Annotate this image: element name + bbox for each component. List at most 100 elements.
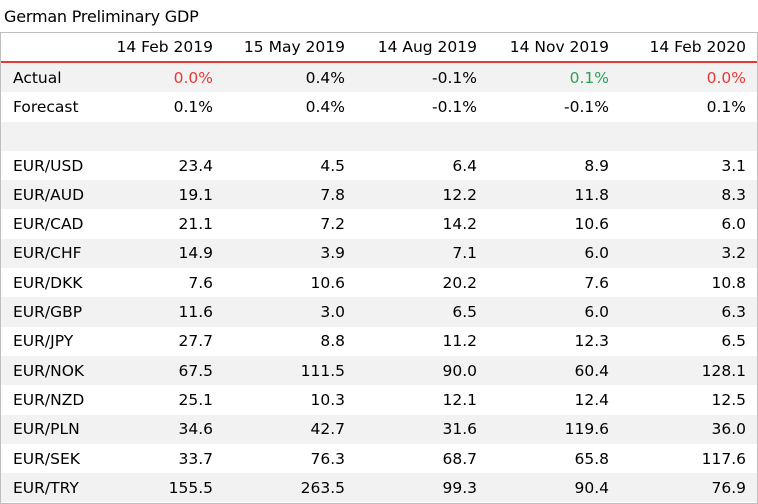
cell-value: 31.6: [356, 414, 488, 444]
cell-value: 76.9: [620, 473, 757, 503]
table-row: Actual 0.0% 0.4% -0.1% 0.1% 0.0%: [1, 62, 757, 93]
row-label: EUR/CHF: [1, 238, 93, 269]
row-label: EUR/JPY: [13, 332, 74, 351]
row-label: EUR/PLN: [1, 414, 93, 444]
row-label: EUR/USD: [13, 156, 84, 175]
cell-value: [620, 121, 757, 151]
cell-value: 90.4: [488, 473, 620, 503]
table-row: EUR/AUD 19.1 7.8 12.2 11.8 8.3: [1, 180, 757, 210]
column-header: 14 Feb 2019: [93, 33, 224, 63]
cell-value: 60.4: [488, 355, 620, 386]
cell-value: 3.2: [620, 238, 757, 269]
cell-value: 67.5: [93, 355, 224, 386]
table-row: EUR/GBP 11.6 3.0 6.5 6.0 6.3: [1, 297, 757, 327]
row-label: EUR/SEK: [13, 449, 80, 468]
cell-value: 0.4%: [305, 97, 345, 116]
cell-value: 0.1%: [488, 62, 620, 93]
cell-value: 0.0%: [93, 62, 224, 93]
gdp-table: 14 Feb 2019 15 May 2019 14 Aug 2019 14 N…: [1, 33, 757, 503]
cell-value: 42.7: [224, 414, 356, 444]
cell-value: 3.1: [721, 156, 746, 175]
row-label: EUR/DKK: [13, 273, 83, 292]
cell-value: 8.3: [620, 180, 757, 210]
row-label: EUR/GBP: [1, 297, 93, 327]
table-row: EUR/TRY 155.5 263.5 99.3 90.4 76.9: [1, 473, 757, 503]
cell-value: 12.3: [574, 332, 609, 351]
column-header: 14 Aug 2019: [356, 33, 488, 63]
cell-value: -0.1%: [356, 62, 488, 93]
cell-value: 11.6: [93, 297, 224, 327]
cell-value: 34.6: [93, 414, 224, 444]
cell-value: 4.5: [320, 156, 345, 175]
row-label: Forecast: [13, 97, 79, 116]
cell-value: 3.9: [224, 238, 356, 269]
cell-value: 6.5: [721, 332, 746, 351]
cell-value: 12.2: [356, 180, 488, 210]
cell-value: 8.9: [584, 156, 609, 175]
cell-value: 7.8: [224, 180, 356, 210]
cell-value: [224, 121, 356, 151]
cell-value: 6.3: [620, 297, 757, 327]
cell-value: 10.6: [310, 273, 345, 292]
table-title: German Preliminary GDP: [4, 7, 199, 26]
row-label: EUR/TRY: [1, 473, 93, 503]
cell-value: 11.8: [488, 180, 620, 210]
cell-value: 111.5: [224, 355, 356, 386]
cell-value: 3.0: [224, 297, 356, 327]
cell-value: 27.7: [178, 332, 213, 351]
cell-value: 7.6: [188, 273, 213, 292]
row-label: EUR/AUD: [1, 180, 93, 210]
table-row: EUR/NOK 67.5 111.5 90.0 60.4 128.1: [1, 355, 757, 386]
row-label: EUR/CAD: [13, 215, 84, 234]
cell-value: 0.4%: [224, 62, 356, 93]
table-row: EUR/PLN 34.6 42.7 31.6 119.6 36.0: [1, 414, 757, 444]
row-label: EUR/NOK: [1, 355, 93, 386]
cell-value: 14.9: [93, 238, 224, 269]
cell-value: 20.2: [442, 273, 477, 292]
cell-value: 0.0%: [620, 62, 757, 93]
row-label: [1, 121, 93, 151]
cell-value: 99.3: [356, 473, 488, 503]
cell-value: 25.1: [178, 390, 213, 409]
cell-value: 10.8: [711, 273, 746, 292]
cell-value: 14.2: [442, 215, 477, 234]
gdp-table-frame: 14 Feb 2019 15 May 2019 14 Aug 2019 14 N…: [0, 32, 758, 504]
cell-value: -0.1%: [564, 97, 609, 116]
cell-value: [356, 121, 488, 151]
table-row: EUR/DKK 7.6 10.6 20.2 7.6 10.8: [1, 268, 757, 297]
cell-value: 7.6: [584, 273, 609, 292]
cell-value: 11.2: [442, 332, 477, 351]
row-label: Actual: [1, 62, 93, 93]
table-row: EUR/CAD 21.1 7.2 14.2 10.6 6.0: [1, 209, 757, 238]
cell-value: 6.0: [488, 297, 620, 327]
spacer-row: [1, 121, 757, 151]
cell-value: 12.5: [711, 390, 746, 409]
cell-value: 68.7: [442, 449, 477, 468]
cell-value: 6.4: [452, 156, 477, 175]
table-row: EUR/USD 23.4 4.5 6.4 8.9 3.1: [1, 151, 757, 180]
table-row: EUR/CHF 14.9 3.9 7.1 6.0 3.2: [1, 238, 757, 269]
cell-value: 21.1: [178, 215, 213, 234]
table-row: Forecast 0.1% 0.4% -0.1% -0.1% 0.1%: [1, 92, 757, 121]
cell-value: 19.1: [93, 180, 224, 210]
table-row: EUR/NZD 25.1 10.3 12.1 12.4 12.5: [1, 385, 757, 414]
cell-value: 23.4: [178, 156, 213, 175]
cell-value: 8.8: [320, 332, 345, 351]
cell-value: 128.1: [620, 355, 757, 386]
cell-value: 10.6: [574, 215, 609, 234]
table-row: EUR/SEK 33.7 76.3 68.7 65.8 117.6: [1, 444, 757, 473]
cell-value: 76.3: [310, 449, 345, 468]
cell-value: 10.3: [310, 390, 345, 409]
cell-value: 12.1: [442, 390, 477, 409]
cell-value: 6.0: [488, 238, 620, 269]
cell-value: 263.5: [224, 473, 356, 503]
cell-value: 0.1%: [173, 97, 213, 116]
cell-value: 36.0: [620, 414, 757, 444]
row-label: EUR/NZD: [13, 390, 85, 409]
cell-value: 6.0: [721, 215, 746, 234]
cell-value: 6.5: [356, 297, 488, 327]
cell-value: [488, 121, 620, 151]
cell-value: 155.5: [93, 473, 224, 503]
cell-value: 65.8: [574, 449, 609, 468]
cell-value: 7.2: [320, 215, 345, 234]
